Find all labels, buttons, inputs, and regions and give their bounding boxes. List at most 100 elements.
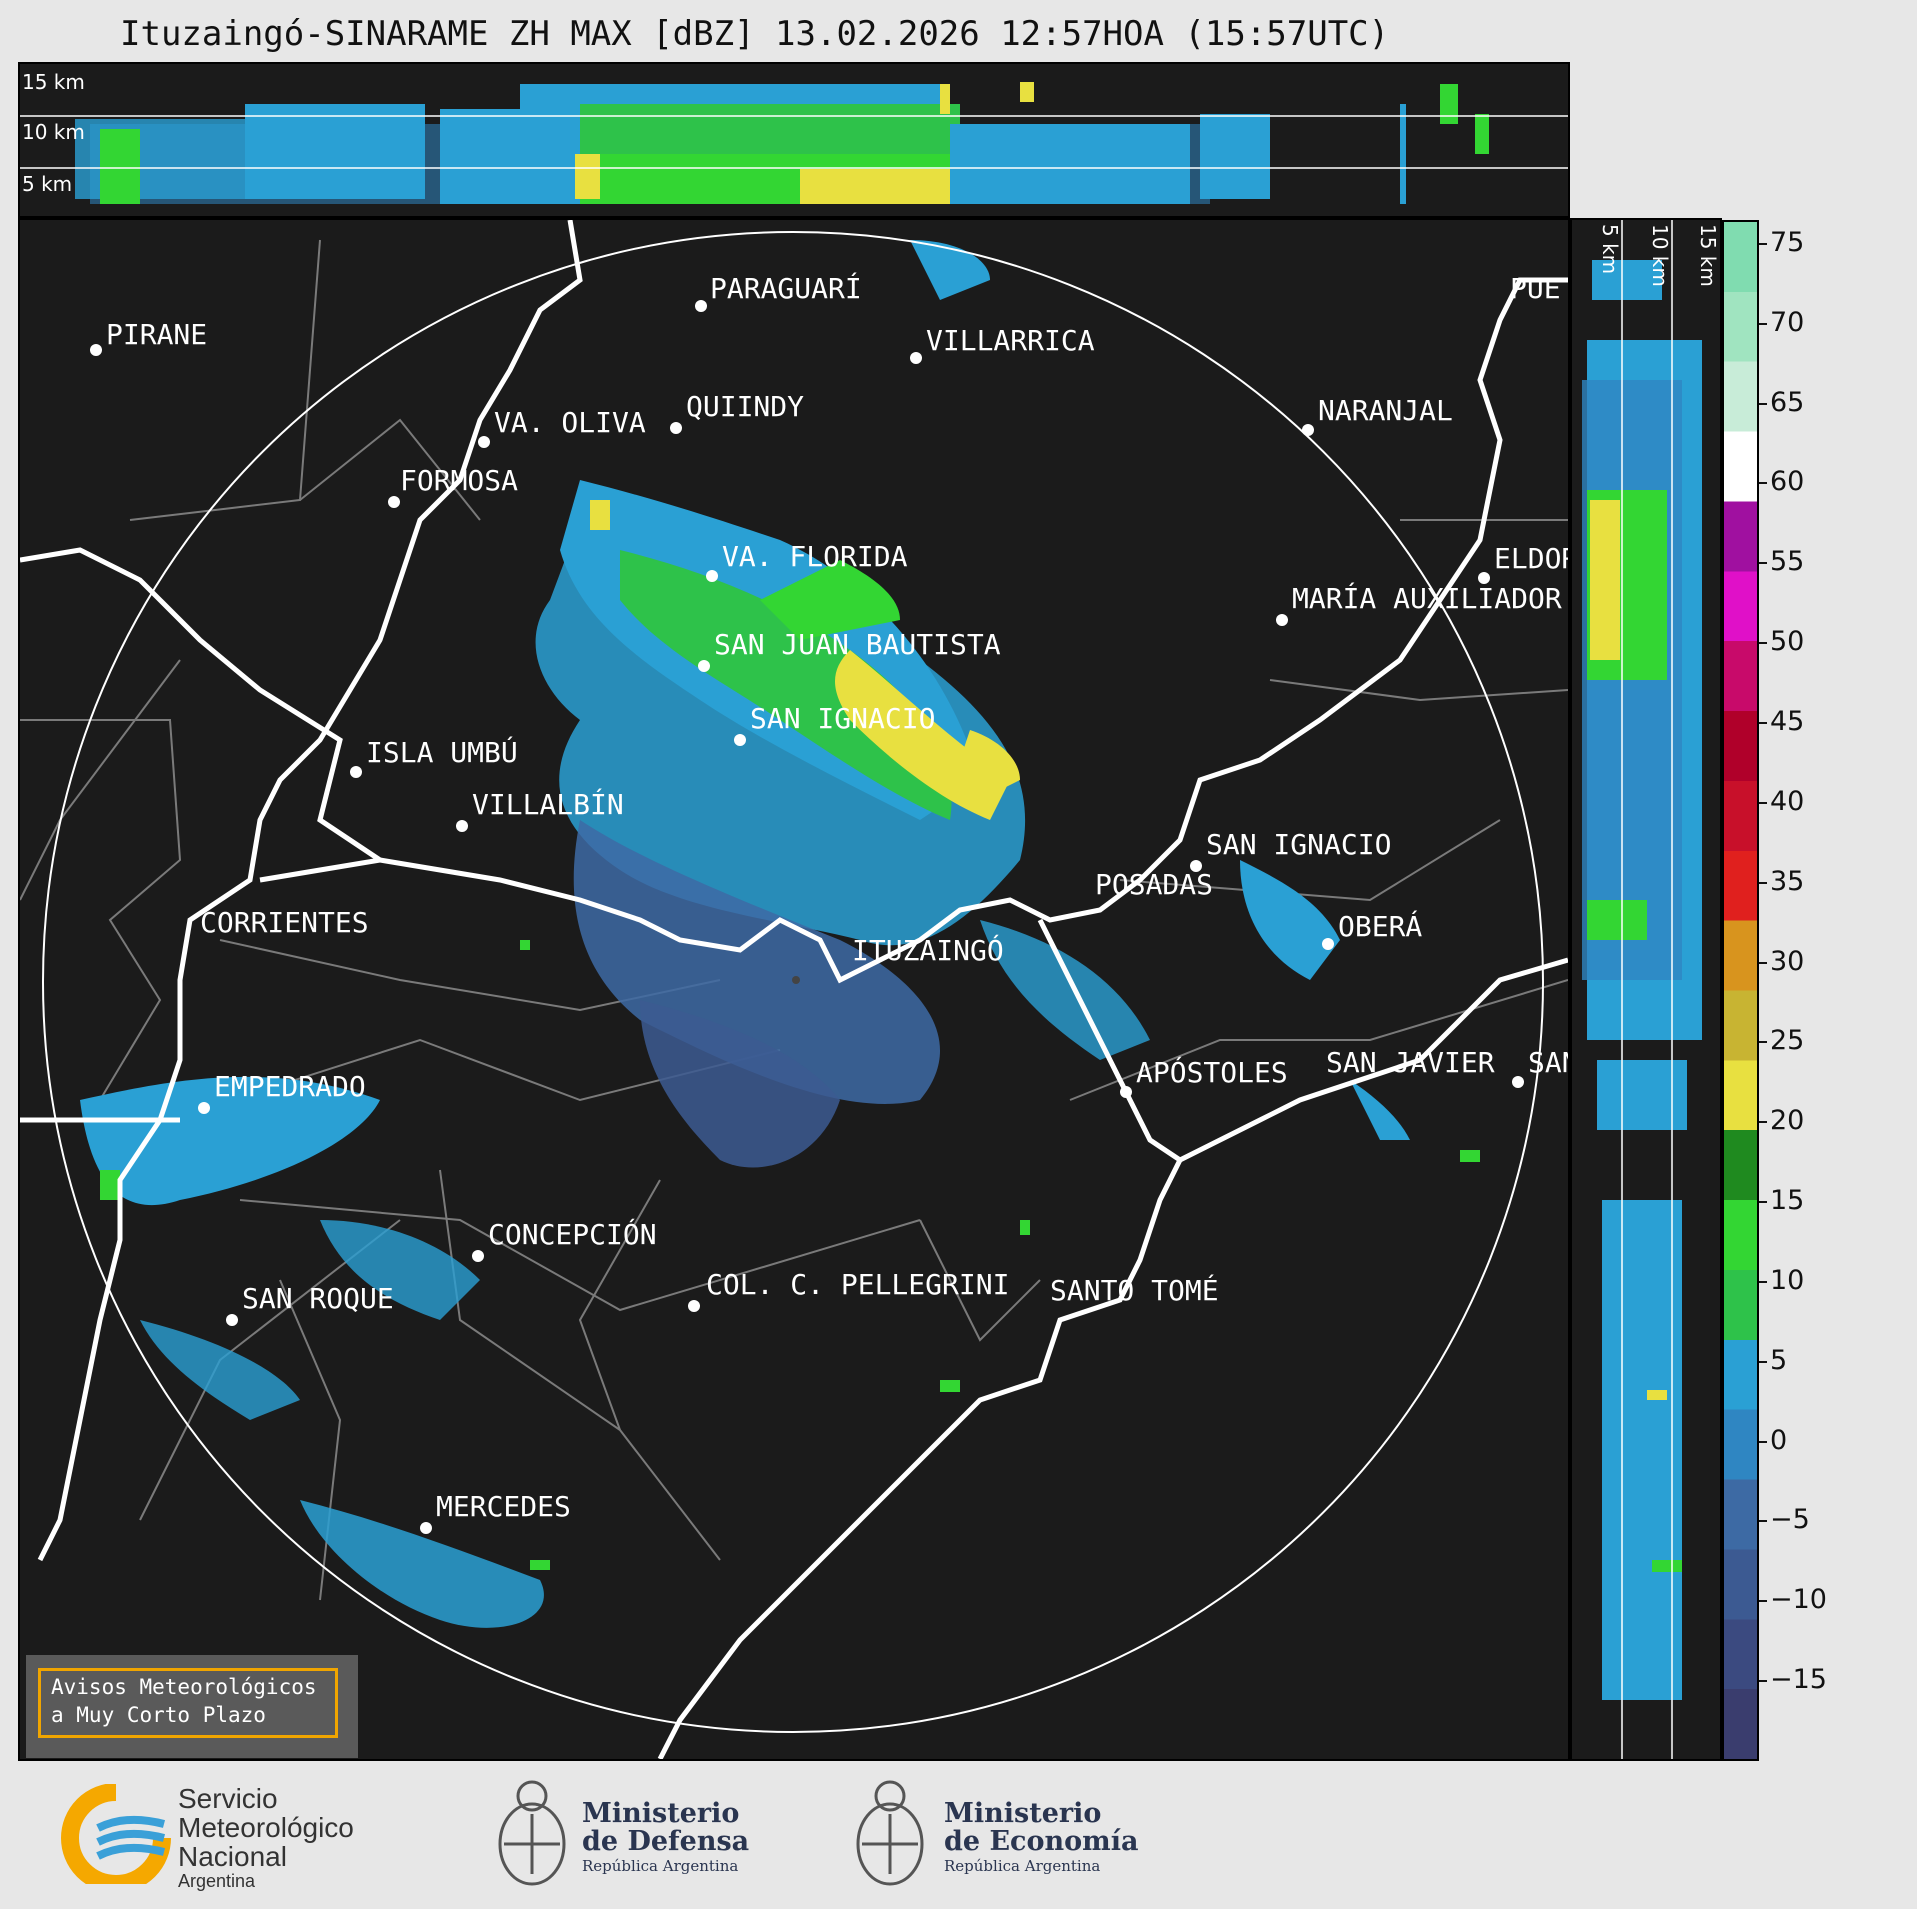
city-label-pirane: PIRANE bbox=[106, 318, 208, 351]
city-marker bbox=[1276, 614, 1288, 626]
city-label-obera: OBERÁ bbox=[1338, 910, 1423, 943]
city-marker bbox=[1190, 860, 1202, 872]
city-marker bbox=[688, 1300, 700, 1312]
city-label-pue: PUE bbox=[1510, 272, 1561, 305]
side-height-profile: 5 km 10 km 15 km bbox=[1570, 218, 1722, 1761]
colorbar-tick-mark bbox=[1759, 1680, 1767, 1683]
city-label-villarrica: VILLARRICA bbox=[926, 324, 1095, 357]
top-profile-echoes bbox=[20, 82, 1568, 204]
height-label-15km: 15 km bbox=[22, 70, 85, 94]
colorbar-tick-mark bbox=[1759, 961, 1767, 964]
smn-logo-text: Servicio Meteorológico Nacional Argentin… bbox=[178, 1784, 354, 1891]
defensa-line3: República Argentina bbox=[582, 1857, 739, 1875]
colorbar-tick-mark bbox=[1759, 402, 1767, 405]
city-label-apostoles: APÓSTOLES bbox=[1136, 1056, 1288, 1089]
city-label-quiindy: QUIINDY bbox=[686, 390, 805, 423]
radar-range-ring bbox=[42, 231, 1544, 1733]
economia-seal-icon bbox=[852, 1774, 928, 1892]
city-marker bbox=[1120, 1086, 1132, 1098]
city-marker bbox=[420, 1522, 432, 1534]
city-label-san-roque: SAN ROQUE bbox=[242, 1282, 394, 1315]
colorbar-tick-label: 35 bbox=[1770, 865, 1805, 897]
city-label-naranjal: NARANJAL bbox=[1318, 394, 1453, 427]
colorbar-tick-label: 60 bbox=[1770, 466, 1805, 498]
colorbar-tick-label: 10 bbox=[1770, 1264, 1805, 1296]
city-marker bbox=[695, 300, 707, 312]
colorbar-tick-mark bbox=[1759, 642, 1767, 645]
colorbar-tick-label: −10 bbox=[1770, 1584, 1827, 1616]
colorbar-tick-mark bbox=[1759, 722, 1767, 725]
colorbar-tick-label: 70 bbox=[1770, 306, 1805, 338]
top-height-profile: 15 km 10 km 5 km bbox=[18, 62, 1570, 218]
city-label-san-ignacio-py: SAN IGNACIO bbox=[750, 702, 936, 735]
colorbar-tick-mark bbox=[1759, 1041, 1767, 1044]
city-marker bbox=[478, 436, 490, 448]
colorbar-tick-mark bbox=[1759, 1280, 1767, 1283]
colorbar-tick-label: 20 bbox=[1770, 1105, 1805, 1137]
city-label-col-c-pellegrini: COL. C. PELLEGRINI bbox=[706, 1268, 1010, 1301]
height-label-15km-side: 15 km bbox=[1696, 224, 1720, 287]
city-label-corrientes: CORRIENTES bbox=[200, 906, 369, 939]
city-label-villalbin: VILLALBÍN bbox=[472, 788, 624, 821]
city-label-maria-auxiliador: MARÍA AUXILIADOR bbox=[1292, 582, 1562, 615]
height-label-5km: 5 km bbox=[22, 172, 73, 196]
radar-site-marker bbox=[792, 976, 800, 984]
city-marker bbox=[90, 344, 102, 356]
city-marker bbox=[350, 766, 362, 778]
colorbar-tick-label: −15 bbox=[1770, 1664, 1827, 1696]
dbz-colorbar bbox=[1722, 220, 1759, 1761]
city-label-va-florida: VA. FLORIDA bbox=[722, 540, 908, 573]
city-label-concepcion: CONCEPCIÓN bbox=[488, 1218, 657, 1251]
city-label-santo-tome: SANTO TOMÉ bbox=[1050, 1274, 1219, 1307]
city-label-paraguari: PARAGUARÍ bbox=[710, 272, 862, 305]
city-label-empedrado: EMPEDRADO bbox=[214, 1070, 366, 1103]
colorbar-tick-label: 50 bbox=[1770, 626, 1805, 658]
defensa-seal-icon bbox=[494, 1774, 570, 1892]
avisos-line2: a Muy Corto Plazo bbox=[51, 1703, 266, 1727]
city-marker bbox=[706, 570, 718, 582]
colorbar-tick-mark bbox=[1759, 482, 1767, 485]
city-marker bbox=[472, 1250, 484, 1262]
colorbar-tick-mark bbox=[1759, 1121, 1767, 1124]
city-marker bbox=[910, 352, 922, 364]
admin-boundaries bbox=[20, 239, 1568, 1601]
avisos-box[interactable]: Avisos Meteorológicos a Muy Corto Plazo bbox=[26, 1655, 358, 1758]
city-label-ituzaingo: ITUZAINGÓ bbox=[852, 934, 1004, 967]
argentina-seal-icon bbox=[498, 1780, 566, 1886]
city-label-eldor: ELDOR bbox=[1494, 542, 1570, 575]
city-label-formosa: FORMOSA bbox=[400, 464, 519, 497]
colorbar-tick-label: 75 bbox=[1770, 226, 1805, 258]
colorbar-tick-mark bbox=[1759, 1360, 1767, 1363]
colorbar-tick-mark bbox=[1759, 1201, 1767, 1204]
colorbar-tick-label: 40 bbox=[1770, 785, 1805, 817]
colorbar-tick-label: 45 bbox=[1770, 706, 1805, 738]
city-marker bbox=[698, 660, 710, 672]
smn-line4: Argentina bbox=[178, 1871, 256, 1891]
city-label-san-javier: SAN JAVIER bbox=[1326, 1046, 1495, 1079]
radar-echoes bbox=[80, 240, 1480, 1628]
city-marker bbox=[670, 422, 682, 434]
colorbar-tick-mark bbox=[1759, 881, 1767, 884]
city-label-posadas: POSADAS bbox=[1095, 868, 1214, 901]
defensa-line2: de Defensa bbox=[582, 1826, 750, 1857]
smn-line2: Meteorológico bbox=[178, 1812, 354, 1843]
colorbar-tick-mark bbox=[1759, 1520, 1767, 1523]
colorbar-tick-label: 0 bbox=[1770, 1424, 1788, 1456]
avisos-link[interactable]: Avisos Meteorológicos a Muy Corto Plazo bbox=[38, 1668, 338, 1738]
city-label-mercedes: MERCEDES bbox=[436, 1490, 571, 1523]
colorbar-tick-mark bbox=[1759, 242, 1767, 245]
radar-map-canvas bbox=[20, 220, 1568, 1759]
defensa-logo-text: Ministerio de Defensa República Argentin… bbox=[582, 1800, 749, 1876]
smn-line3: Nacional bbox=[178, 1841, 287, 1872]
colorbar-tick-mark bbox=[1759, 1440, 1767, 1443]
avisos-line1: Avisos Meteorológicos bbox=[51, 1675, 317, 1699]
colorbar-tick-label: −5 bbox=[1770, 1504, 1810, 1536]
city-label-isla-umbu: ISLA UMBÚ bbox=[366, 736, 518, 769]
city-marker bbox=[198, 1102, 210, 1114]
colorbar-tick-label: 55 bbox=[1770, 546, 1805, 578]
map-title: Ituzaingó-SINARAME ZH MAX [dBZ] 13.02.20… bbox=[120, 14, 1390, 54]
radar-map: PIRANE PARAGUARÍ VILLARRICA PUE QUIINDY … bbox=[18, 218, 1570, 1761]
side-profile-echoes bbox=[1582, 220, 1702, 1759]
city-marker bbox=[226, 1314, 238, 1326]
city-label-va-oliva: VA. OLIVA bbox=[494, 406, 646, 439]
